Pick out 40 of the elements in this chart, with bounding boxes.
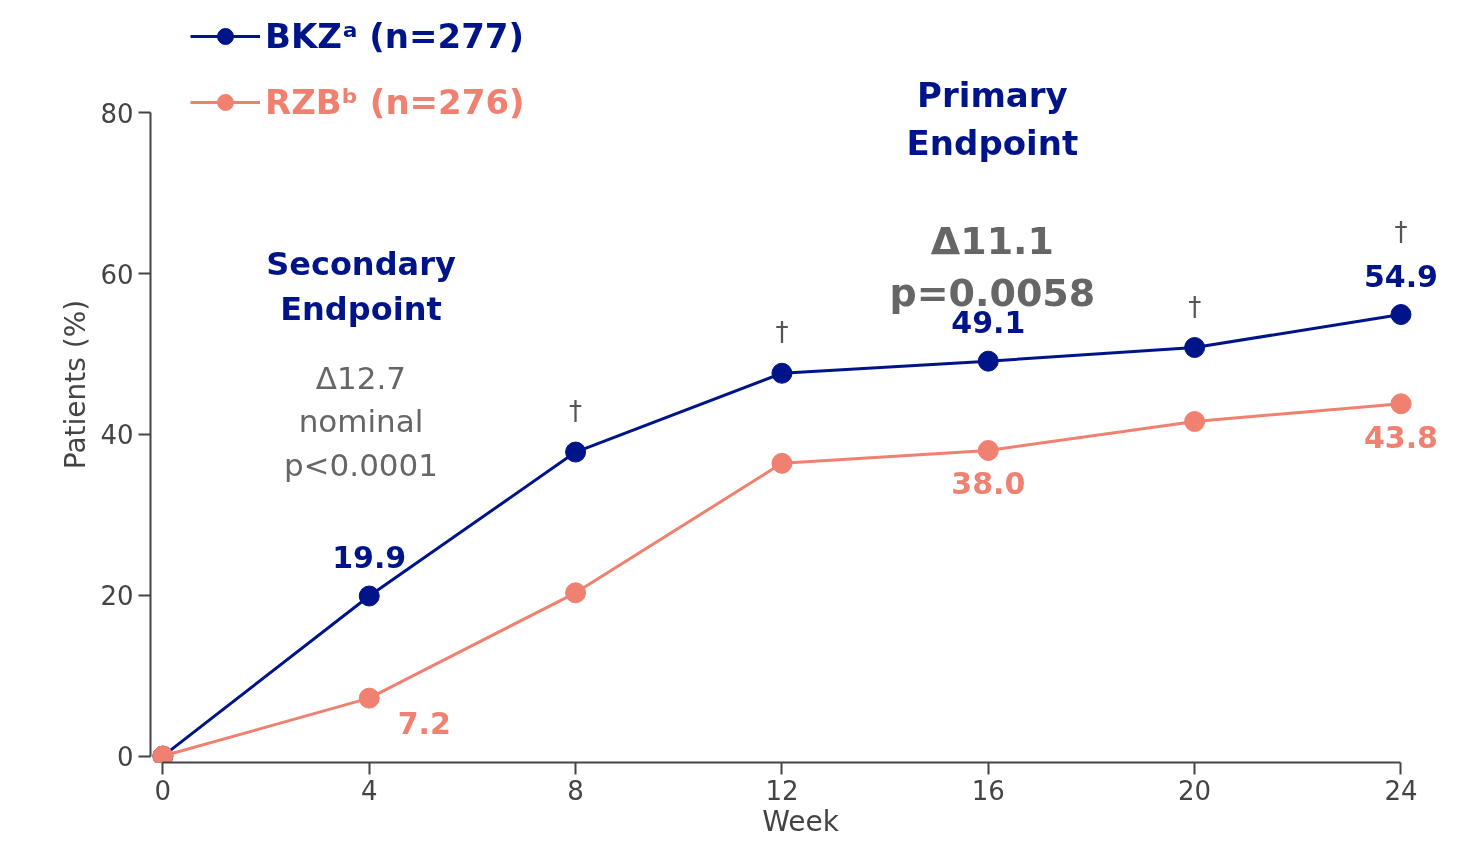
x-tick-label: 12 <box>765 775 799 806</box>
data-label: 43.8 <box>1363 419 1438 455</box>
x-tick-label: 24 <box>1384 775 1418 806</box>
x-tick-label: 8 <box>567 775 584 806</box>
data-label: 38.0 <box>951 466 1026 502</box>
point <box>1390 393 1412 415</box>
point <box>771 452 793 474</box>
data-label: 54.9 <box>1363 258 1438 294</box>
annotation: † <box>1188 291 1202 322</box>
annotation: Secondary Endpoint <box>266 244 456 329</box>
y-tick-label: 60 <box>100 259 134 290</box>
y-tick-label: 0 <box>116 742 134 773</box>
point <box>565 582 587 604</box>
point <box>1184 337 1206 358</box>
annotation: † <box>569 396 583 427</box>
annotation: Primary Endpoint <box>906 75 1079 164</box>
point <box>358 687 380 709</box>
annotation: Δ12.7 nominal p<0.0001 <box>283 360 439 483</box>
x-tick-label: 0 <box>154 775 172 806</box>
point <box>565 441 587 463</box>
y-tick-label: 40 <box>100 420 134 451</box>
x-tick-label: 20 <box>1178 775 1212 806</box>
y-tick-label: 20 <box>100 581 134 612</box>
point <box>977 439 999 461</box>
legend-label: RZBᵇ (n=276) <box>265 82 525 122</box>
y-tick-label: 80 <box>100 98 134 129</box>
point <box>1390 304 1412 326</box>
x-tick-label: 4 <box>360 775 378 806</box>
point <box>358 585 380 607</box>
x-axis-title: Week <box>762 804 840 838</box>
annotation: † <box>775 317 789 348</box>
point <box>977 350 999 372</box>
data-label: 19.9 <box>332 540 407 576</box>
point <box>771 362 793 384</box>
legend-label: BKZᵃ (n=277) <box>265 16 525 56</box>
data-label: 7.2 <box>397 706 451 742</box>
annotation: † <box>1394 216 1408 247</box>
x-tick-label: 16 <box>971 775 1005 806</box>
point <box>1184 411 1206 432</box>
y-axis-title: Patients (%) <box>59 299 93 470</box>
